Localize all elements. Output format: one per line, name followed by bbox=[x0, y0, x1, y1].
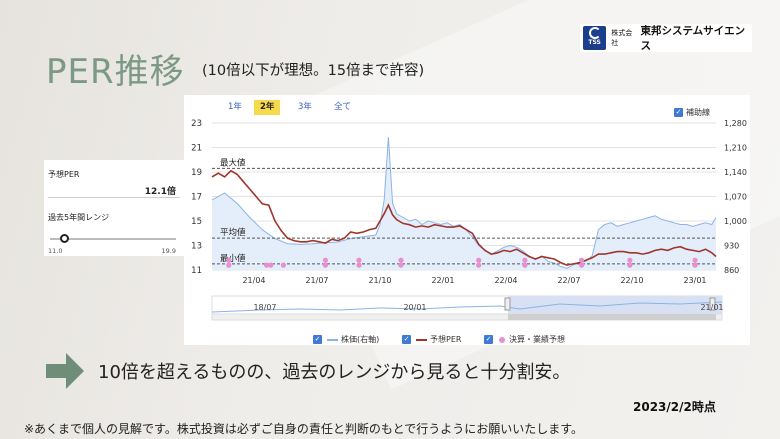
legend-price[interactable]: ✓ 株価(右軸) bbox=[313, 334, 379, 345]
slide-title: PER推移 bbox=[46, 52, 185, 92]
range-label: 過去5年間レンジ bbox=[48, 213, 110, 222]
checkbox-icon: ✓ bbox=[313, 335, 322, 344]
aux-lines-toggle[interactable]: ✓ 補助線 bbox=[674, 107, 710, 118]
tab-3y[interactable]: 3年 bbox=[298, 102, 312, 112]
aux-lines-label: 補助線 bbox=[686, 108, 710, 117]
logo-company-name: 東邦システムサイエンス bbox=[640, 25, 746, 52]
checkbox-icon: ✓ bbox=[402, 335, 411, 344]
tab-all[interactable]: 全て bbox=[334, 102, 352, 112]
legend-per-swatch bbox=[416, 338, 427, 341]
range-track bbox=[50, 238, 176, 240]
company-logo: TSS 株式会社 東邦システムサイエンス bbox=[580, 24, 752, 52]
arrow-right-icon bbox=[46, 353, 84, 389]
range-max: 19.9 bbox=[161, 247, 176, 255]
divider bbox=[48, 197, 180, 198]
legend-price-swatch bbox=[327, 338, 338, 341]
legend-per[interactable]: ✓ 予想PER bbox=[402, 334, 461, 345]
legend-price-label: 株価(右軸) bbox=[341, 335, 380, 344]
legend-per-label: 予想PER bbox=[430, 335, 462, 344]
legend-earnings-swatch bbox=[499, 336, 505, 343]
disclaimer: ※あくまで個人の見解です。株式投資は必ずご自身の責任と判断のもとで行うようにお願… bbox=[24, 422, 584, 436]
logo-prefix: 株式会社 bbox=[611, 29, 633, 47]
logo-mark-text: TSS bbox=[588, 39, 601, 46]
tab-2y[interactable]: 2年 bbox=[254, 100, 281, 115]
slide-subtitle: (10倍以下が理想。15倍まで許容) bbox=[202, 63, 425, 79]
forecast-per-value: 12.1倍 bbox=[144, 187, 176, 197]
tss-logo-icon: TSS bbox=[583, 26, 607, 50]
per-chart-card: 1年 2年 3年 全て ✓ 補助線 bbox=[184, 95, 750, 345]
forecast-per-label: 予想PER bbox=[48, 170, 80, 179]
checkbox-icon: ✓ bbox=[674, 108, 683, 117]
legend-earnings-label: 決算・業績予想 bbox=[509, 335, 565, 344]
per-summary-panel: 予想PER 12.1倍 過去5年間レンジ 11.0 19.9 bbox=[44, 160, 184, 256]
tab-1y[interactable]: 1年 bbox=[228, 102, 242, 112]
legend-earnings[interactable]: ✓ 決算・業績予想 bbox=[484, 334, 565, 345]
range-current-marker bbox=[60, 234, 69, 243]
checkbox-icon: ✓ bbox=[484, 335, 493, 344]
range-min: 11.0 bbox=[48, 247, 63, 255]
as-of-date: 2023/2/2時点 bbox=[633, 400, 716, 414]
summary-comment: 10倍を超えるものの、過去のレンジから見ると十分割安。 bbox=[98, 362, 571, 383]
